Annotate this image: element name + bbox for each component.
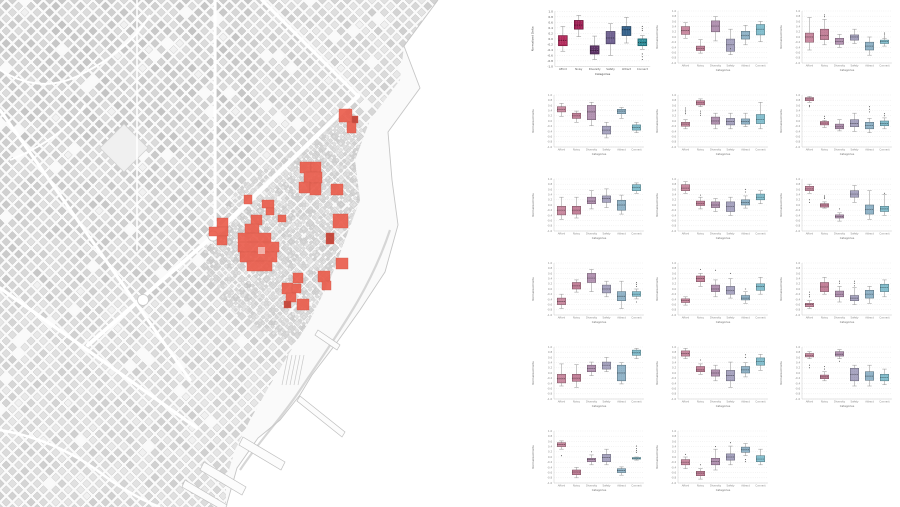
- boxplot-svg-8: -1.0-0.8-0.6-0.4-0.20.00.20.40.60.81.0No…: [655, 177, 768, 240]
- svg-text:-0.2: -0.2: [547, 42, 553, 46]
- boxplot-chart-9[interactable]: -1.0 -0.8 -0.6 -0.4 -0.2 0.0 0.2 0.4 0.6 0.8 1.0 No…: [775, 174, 897, 252]
- boxplot-chart-17[interactable]: -1.0 -0.8 -0.6 -0.4 -0.2 0.0 0.2 0.4 0.6 0.8 1.0 No…: [651, 426, 773, 504]
- svg-text:Connect: Connect: [637, 67, 648, 71]
- boxplot-chart-3[interactable]: -1.0 -0.8 -0.6 -0.4 -0.2 0.0 0.2 0.4 0.6 0.8 1.0 No…: [775, 6, 897, 84]
- svg-text:Safety: Safety: [606, 67, 615, 71]
- svg-text:-0.2: -0.2: [671, 40, 677, 44]
- svg-text:0.6: 0.6: [672, 19, 677, 23]
- boxplot-chart-12[interactable]: -1.0 -0.8 -0.6 -0.4 -0.2 0.0 0.2 0.4 0.6 0.8 1.0 No…: [775, 258, 897, 336]
- svg-text:0.6: 0.6: [548, 20, 553, 24]
- map-highlight-cells: [208, 108, 359, 311]
- boxplot-chart-6[interactable]: -1.0 -0.8 -0.6 -0.4 -0.2 0.0 0.2 0.4 0.6 0.8 1.0 No…: [775, 90, 897, 168]
- boxplot-svg-12: -1.0-0.8-0.6-0.4-0.20.00.20.40.60.81.0No…: [779, 261, 892, 324]
- svg-text:-0.4: -0.4: [671, 45, 677, 49]
- svg-text:0.4: 0.4: [672, 25, 677, 29]
- svg-text:Categories: Categories: [716, 68, 731, 72]
- svg-text:0.8: 0.8: [548, 15, 553, 19]
- boxplot-chart-4[interactable]: -1.0 -0.8 -0.6 -0.4 -0.2 0.0 0.2 0.4 0.6 0.8 1.0 No…: [527, 90, 649, 168]
- svg-text:1.0: 1.0: [672, 9, 677, 13]
- svg-text:-0.4: -0.4: [547, 48, 553, 52]
- svg-text:Afford: Afford: [682, 64, 690, 68]
- boxplot-svg-2: -1.0-0.8-0.6 -0.4-0.20.00.20.4 0.60.81.0 No…: [655, 9, 768, 72]
- svg-text:Attract: Attract: [622, 67, 631, 71]
- svg-text:0.2: 0.2: [672, 30, 677, 34]
- svg-text:Diversity: Diversity: [589, 67, 601, 71]
- boxplot-svg-14: -1.0-0.8-0.6-0.4-0.20.00.20.40.60.81.0No…: [655, 345, 768, 408]
- boxplot-chart-7[interactable]: -1.0 -0.8 -0.6 -0.4 -0.2 0.0 0.2 0.4 0.6 0.8 1.0 No…: [527, 174, 649, 252]
- boxplot-svg-17: -1.0-0.8-0.6-0.4-0.20.00.20.40.60.81.0No…: [655, 429, 768, 492]
- svg-text:Afford: Afford: [559, 67, 567, 71]
- boxplot-svg-16: -1.0-0.8-0.6-0.4-0.20.00.20.40.60.81.0No…: [531, 429, 644, 492]
- svg-text:0.4: 0.4: [796, 25, 801, 29]
- svg-text:-0.6: -0.6: [547, 53, 553, 57]
- city-map-svg[interactable]: [0, 0, 520, 507]
- boxplot-svg-3: -1.0-0.8-0.6 -0.4-0.20.00.20.4 0.60.81.0 No…: [779, 9, 892, 72]
- boxplot-svg-13: -1.0-0.8-0.6-0.4-0.20.00.20.40.60.81.0No…: [531, 345, 644, 408]
- boxplot-chart-16[interactable]: -1.0 -0.8 -0.6 -0.4 -0.2 0.0 0.2 0.4 0.6 0.8 1.0 No…: [527, 426, 649, 504]
- svg-text:0.8: 0.8: [672, 14, 677, 18]
- boxplot-chart-10[interactable]: -1.0 -0.8 -0.6 -0.4 -0.2 0.0 0.2 0.4 0.6 0.8 1.0 No…: [527, 258, 649, 336]
- svg-text:0.8: 0.8: [796, 14, 801, 18]
- svg-text:-1.0: -1.0: [795, 61, 801, 65]
- boxplot-chart-13[interactable]: -1.0 -0.8 -0.6 -0.4 -0.2 0.0 0.2 0.4 0.6 0.8 1.0 No…: [527, 342, 649, 420]
- svg-text:0.2: 0.2: [796, 30, 801, 34]
- boxplot-svg-1: -1.0-0.8 -0.6-0.4 -0.20.0 0.20.4 0.60.8 1.0 No…: [531, 9, 651, 76]
- boxplot-svg-15: -1.0-0.8-0.6-0.4-0.20.00.20.40.60.81.0No…: [779, 345, 892, 408]
- boxplot-svg-9: -1.0-0.8-0.6-0.4-0.20.00.20.40.60.81.0No…: [779, 177, 892, 240]
- boxplot-chart-grid: -1.0 -0.8 -0.6 -0.4 -0.2 0.0 0.2 0.4 0.6 0.8 1.0 No…: [527, 6, 899, 507]
- svg-text:Safety: Safety: [727, 64, 736, 68]
- svg-text:-1.0: -1.0: [547, 64, 553, 68]
- boxplot-svg-6: -1.0-0.8-0.6-0.4-0.20.00.20.40.60.81.0No…: [779, 93, 892, 156]
- boxplot-svg-10: -1.0-0.8-0.6-0.4-0.20.00.20.40.60.81.0No…: [531, 261, 644, 324]
- svg-text:1.0: 1.0: [548, 9, 553, 13]
- boxplot-chart-1-selected[interactable]: -1.0 -0.8 -0.6 -0.4 -0.2 0.0 0.2 0.4 0.6 0.8 1.0 No…: [526, 6, 655, 89]
- svg-text:-0.2: -0.2: [795, 40, 801, 44]
- svg-text:0.4: 0.4: [548, 26, 553, 30]
- svg-text:-1.0: -1.0: [671, 61, 677, 65]
- svg-text:Normalized Delta: Normalized Delta: [779, 25, 783, 49]
- boxplot-chart-8[interactable]: -1.0 -0.8 -0.6 -0.4 -0.2 0.0 0.2 0.4 0.6 0.8 1.0 No…: [651, 174, 773, 252]
- boxplot-svg-5: -1.0-0.8-0.6-0.4-0.20.00.20.40.60.81.0No…: [655, 93, 768, 156]
- boxplot-svg-4: -1.0-0.8-0.6-0.4-0.20.00.20.40.60.81.0No…: [531, 93, 644, 156]
- boxplot-chart-5[interactable]: -1.0 -0.8 -0.6 -0.4 -0.2 0.0 0.2 0.4 0.6 0.8 1.0 No…: [651, 90, 773, 168]
- boxplot-chart-11[interactable]: -1.0 -0.8 -0.6 -0.4 -0.2 0.0 0.2 0.4 0.6 0.8 1.0 No…: [651, 258, 773, 336]
- svg-text:0.2: 0.2: [548, 31, 553, 35]
- svg-text:1.0: 1.0: [796, 9, 801, 13]
- svg-text:Connect: Connect: [755, 64, 765, 68]
- boxplot-chart-2[interactable]: -1.0 -0.8 -0.6 -0.4 -0.2 0.0 0.2 0.4 0.6 0.8 1.0 No…: [651, 6, 773, 84]
- boxplot-chart-14[interactable]: -1.0 -0.8 -0.6 -0.4 -0.2 0.0 0.2 0.4 0.6 0.8 1.0 No…: [651, 342, 773, 420]
- svg-text:-0.8: -0.8: [795, 56, 801, 60]
- svg-text:Noisy: Noisy: [697, 64, 704, 68]
- svg-text:-0.8: -0.8: [547, 59, 553, 63]
- svg-text:Normalized Delta: Normalized Delta: [531, 26, 535, 51]
- boxplot-svg-7: -1.0-0.8-0.6-0.4-0.20.00.20.40.60.81.0No…: [531, 177, 644, 240]
- svg-text:Diversity: Diversity: [710, 64, 722, 68]
- svg-text:0.6: 0.6: [796, 19, 801, 23]
- svg-text:-0.6: -0.6: [795, 51, 801, 55]
- svg-text:-0.6: -0.6: [671, 51, 677, 55]
- svg-text:-0.4: -0.4: [795, 45, 801, 49]
- city-map[interactable]: [0, 0, 520, 507]
- svg-text:0.0: 0.0: [796, 35, 801, 39]
- boxplot-svg-11: -1.0-0.8-0.6-0.4-0.20.00.20.40.60.81.0No…: [655, 261, 768, 324]
- svg-text:-0.8: -0.8: [671, 56, 677, 60]
- boxplot-chart-15[interactable]: -1.0 -0.8 -0.6 -0.4 -0.2 0.0 0.2 0.4 0.6 0.8 1.0 No…: [775, 342, 897, 420]
- svg-text:0.0: 0.0: [548, 37, 553, 41]
- svg-text:0.0: 0.0: [672, 35, 677, 39]
- svg-text:Categories: Categories: [595, 72, 611, 76]
- svg-text:Afford: Afford: [806, 64, 814, 68]
- svg-text:Attract: Attract: [741, 64, 750, 68]
- svg-text:Noisy: Noisy: [575, 67, 583, 71]
